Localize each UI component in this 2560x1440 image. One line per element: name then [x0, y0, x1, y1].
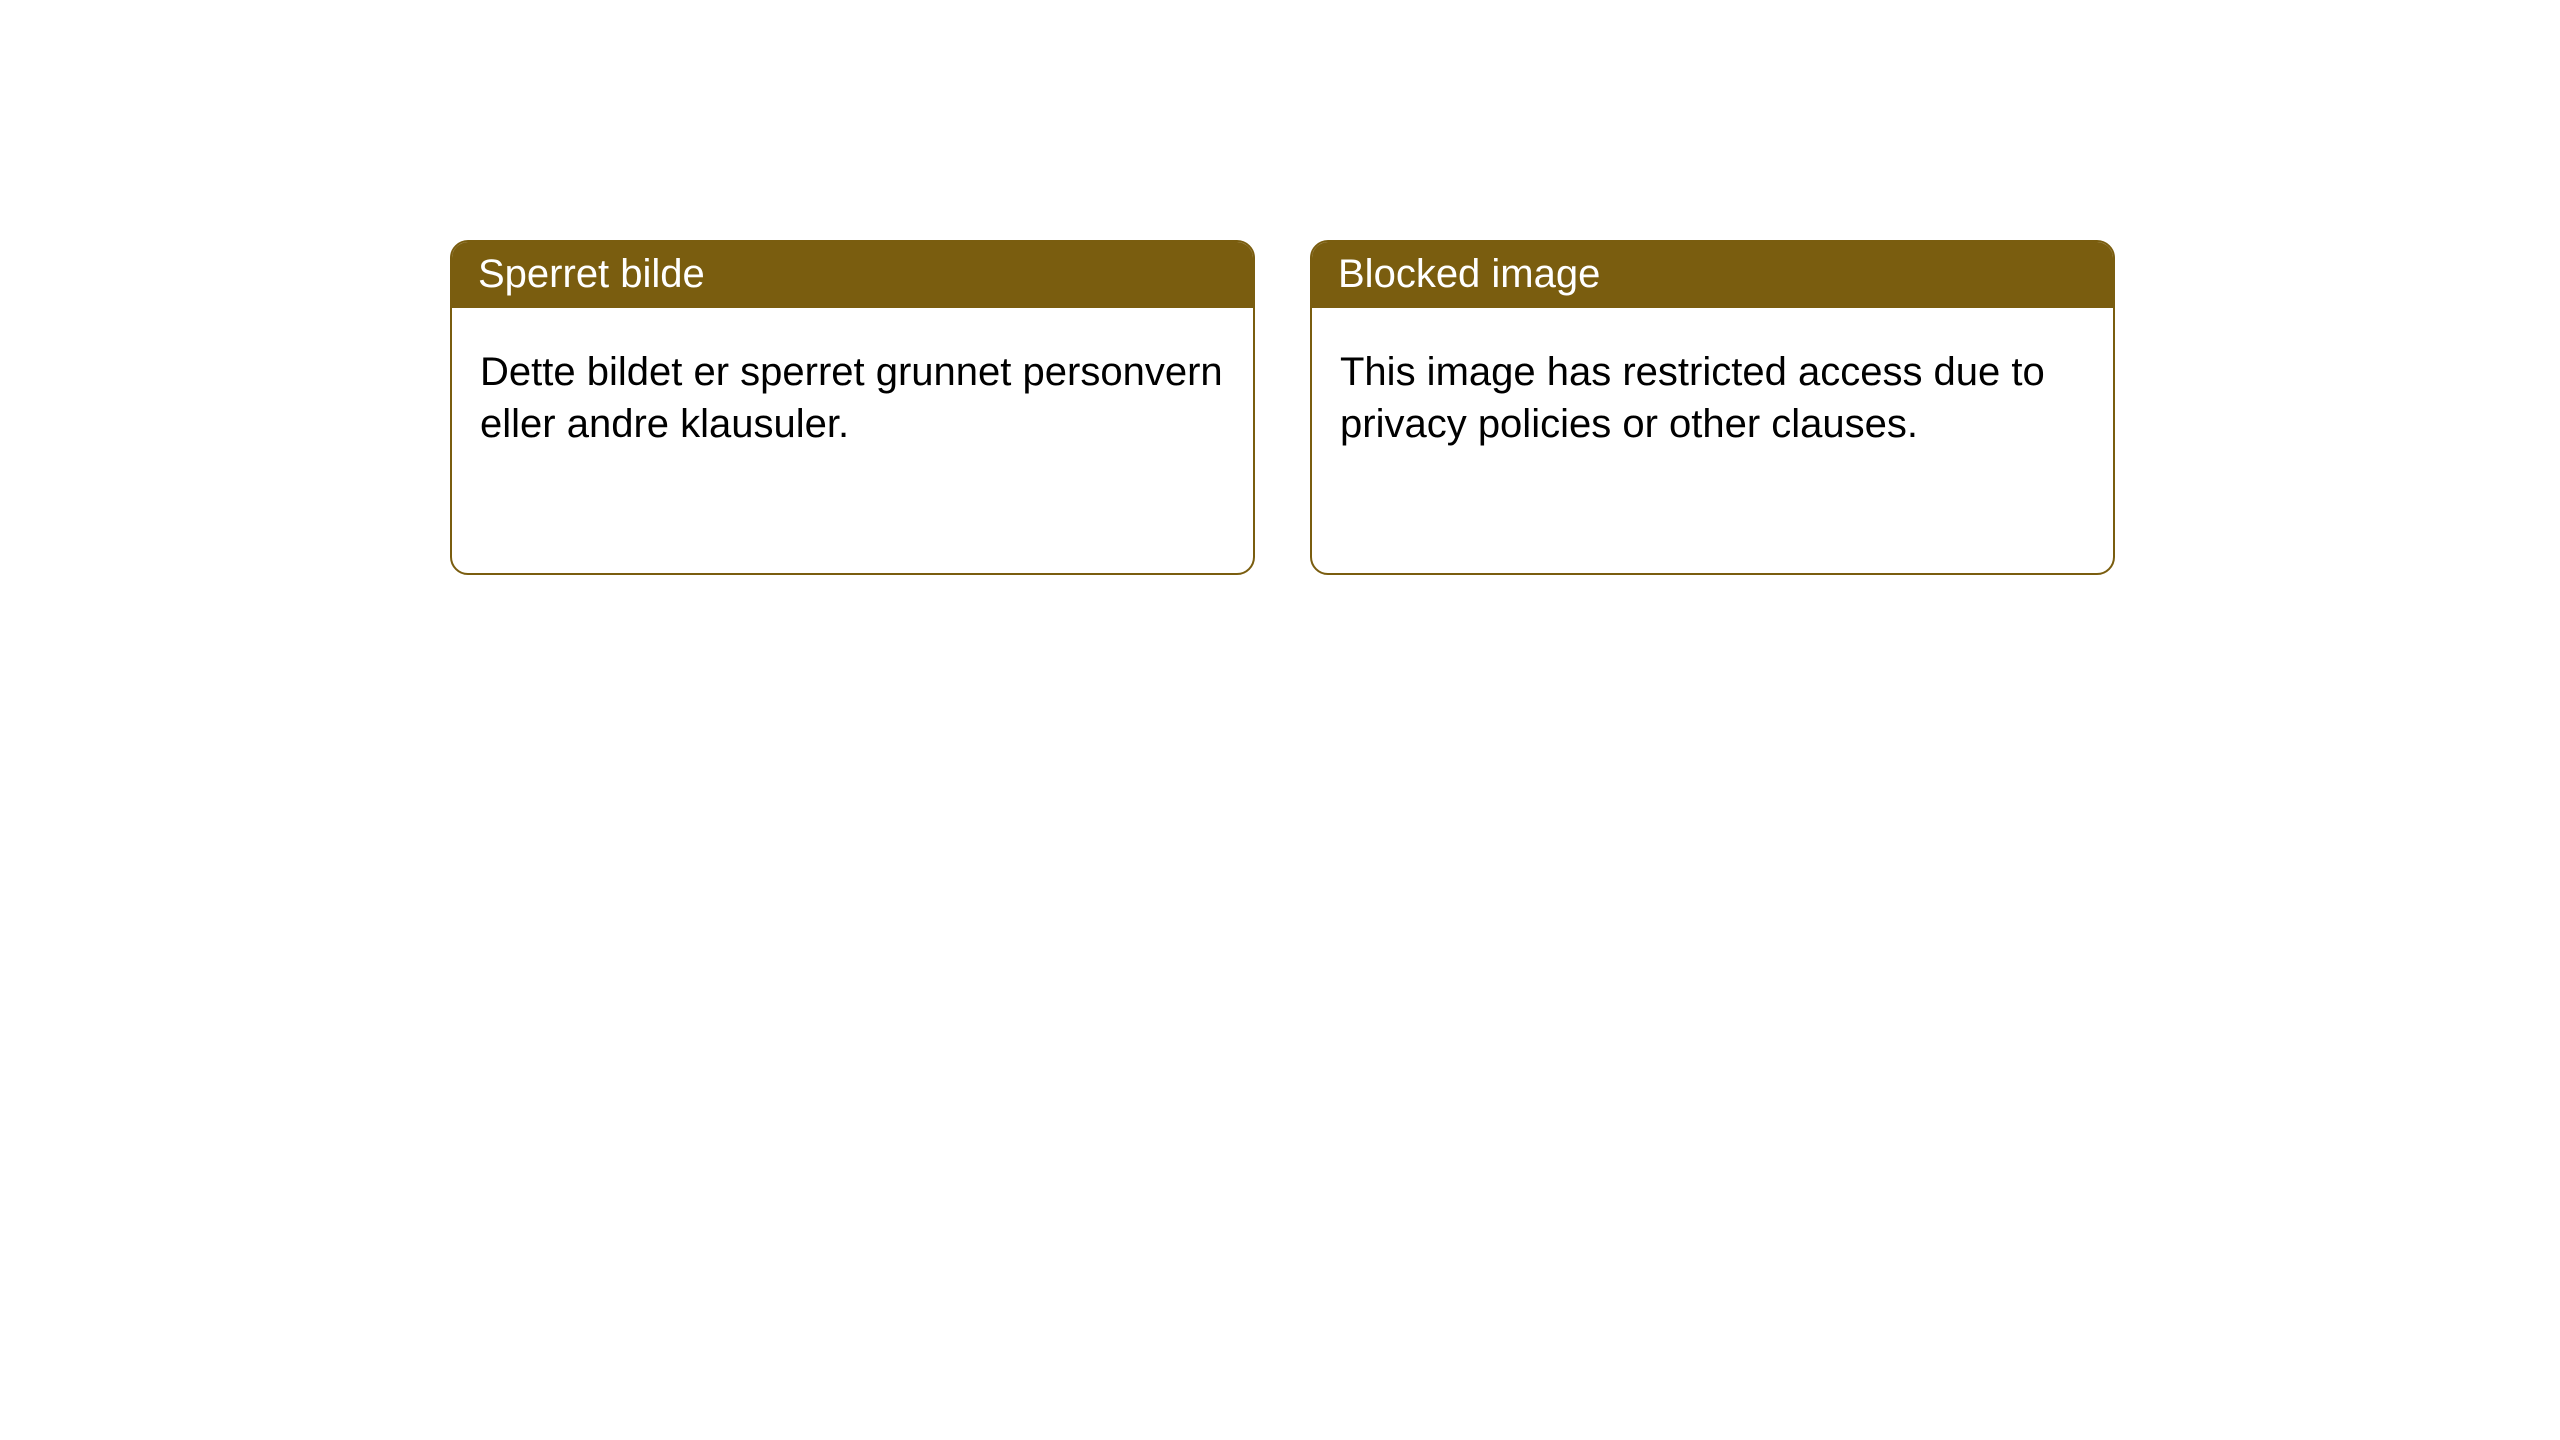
- notice-card-english: Blocked image This image has restricted …: [1310, 240, 2115, 575]
- notice-body: Dette bildet er sperret grunnet personve…: [452, 308, 1253, 488]
- notice-header: Blocked image: [1312, 242, 2113, 308]
- notice-card-norwegian: Sperret bilde Dette bildet er sperret gr…: [450, 240, 1255, 575]
- notice-container: Sperret bilde Dette bildet er sperret gr…: [0, 0, 2560, 575]
- notice-body: This image has restricted access due to …: [1312, 308, 2113, 488]
- notice-header: Sperret bilde: [452, 242, 1253, 308]
